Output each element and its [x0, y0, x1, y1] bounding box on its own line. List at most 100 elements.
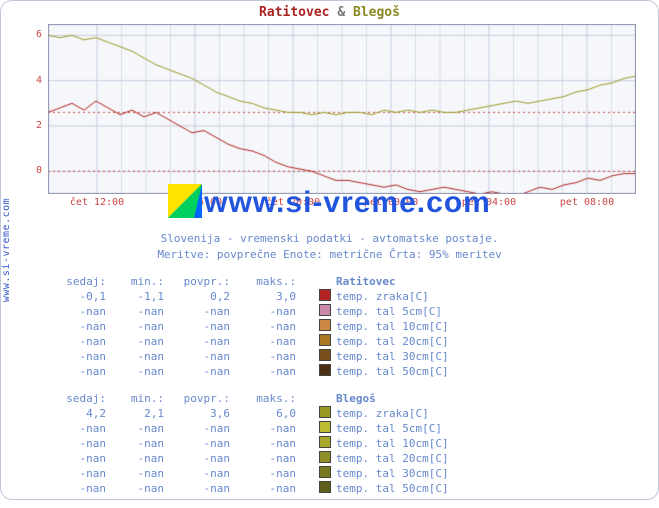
x-tick: pet 00:00	[356, 197, 426, 208]
legend-swatch	[318, 436, 332, 451]
x-tick: čet 16:00	[160, 197, 230, 208]
cell-avg: 0,2	[164, 289, 230, 304]
cell-max: -nan	[230, 421, 296, 436]
legend-swatch	[318, 334, 332, 349]
cell-min: -nan	[106, 334, 164, 349]
table-row: -nan-nan-nan-nantemp. tal 5cm[C]	[48, 304, 516, 319]
cell-now: -nan	[48, 421, 106, 436]
cell-label: temp. tal 20cm[C]	[332, 451, 516, 466]
cell-max: -nan	[230, 334, 296, 349]
col-now: sedaj:	[48, 391, 106, 406]
cell-avg: -nan	[164, 466, 230, 481]
subtitle-line-1: Slovenija - vremenski podatki - avtomats…	[0, 232, 659, 245]
cell-label: temp. tal 10cm[C]	[332, 436, 516, 451]
y-tick: 0	[22, 165, 42, 176]
cell-avg: 3,6	[164, 406, 230, 421]
cell-min: -1,1	[106, 289, 164, 304]
cell-label: temp. tal 30cm[C]	[332, 349, 516, 364]
col-avg: povpr.:	[164, 391, 230, 406]
cell-now: -nan	[48, 364, 106, 379]
y-tick: 6	[22, 29, 42, 40]
cell-min: -nan	[106, 451, 164, 466]
cell-max: -nan	[230, 481, 296, 496]
cell-label: temp. tal 20cm[C]	[332, 334, 516, 349]
legend-swatch	[318, 466, 332, 481]
stats-table: sedaj:min.:povpr.:maks.:Blegoš4,22,13,66…	[48, 391, 516, 496]
title-series-2: Blegoš	[353, 5, 400, 20]
cell-label: temp. tal 10cm[C]	[332, 319, 516, 334]
cell-avg: -nan	[164, 304, 230, 319]
legend-swatch	[318, 451, 332, 466]
table-row: -nan-nan-nan-nantemp. tal 20cm[C]	[48, 451, 516, 466]
x-tick: čet 20:00	[258, 197, 328, 208]
title-series-1: Ratitovec	[259, 5, 329, 20]
col-max: maks.:	[230, 274, 296, 289]
cell-max: -nan	[230, 319, 296, 334]
table-row: -0,1-1,10,23,0 temp. zraka[C]	[48, 289, 516, 304]
col-max: maks.:	[230, 391, 296, 406]
legend-swatch	[318, 364, 332, 379]
cell-now: -0,1	[48, 289, 106, 304]
cell-now: -nan	[48, 436, 106, 451]
cell-min: -nan	[106, 349, 164, 364]
cell-now: -nan	[48, 451, 106, 466]
cell-avg: -nan	[164, 334, 230, 349]
col-avg: povpr.:	[164, 274, 230, 289]
cell-max: -nan	[230, 451, 296, 466]
cell-min: -nan	[106, 436, 164, 451]
cell-max: 3,0	[230, 289, 296, 304]
col-now: sedaj:	[48, 274, 106, 289]
chart-canvas	[48, 24, 636, 194]
legend-swatch	[318, 481, 332, 496]
cell-max: -nan	[230, 466, 296, 481]
cell-label: temp. tal 30cm[C]	[332, 466, 516, 481]
x-tick: čet 12:00	[62, 197, 132, 208]
chart-title: Ratitovec & Blegoš	[0, 5, 659, 20]
legend-swatch	[318, 421, 332, 436]
cell-avg: -nan	[164, 349, 230, 364]
data-tables: sedaj:min.:povpr.:maks.:Ratitovec-0,1-1,…	[48, 274, 516, 508]
table-header-row: sedaj:min.:povpr.:maks.: Blegoš	[48, 391, 516, 406]
cell-now: -nan	[48, 319, 106, 334]
col-min: min.:	[106, 274, 164, 289]
cell-now: -nan	[48, 481, 106, 496]
cell-min: 2,1	[106, 406, 164, 421]
table-row: -nan-nan-nan-nantemp. tal 30cm[C]	[48, 466, 516, 481]
cell-max: 6,0	[230, 406, 296, 421]
table-row: 4,22,13,66,0temp. zraka[C]	[48, 406, 516, 421]
table-header-row: sedaj:min.:povpr.:maks.:Ratitovec	[48, 274, 516, 289]
cell-min: -nan	[106, 481, 164, 496]
y-tick: 4	[22, 75, 42, 86]
cell-min: -nan	[106, 364, 164, 379]
cell-label: temp. tal 5cm[C]	[332, 421, 516, 436]
table-row: -nan-nan-nan-nantemp. tal 50cm[C]	[48, 481, 516, 496]
cell-avg: -nan	[164, 421, 230, 436]
title-ampersand: &	[337, 5, 345, 20]
cell-avg: -nan	[164, 364, 230, 379]
stats-table: sedaj:min.:povpr.:maks.:Ratitovec-0,1-1,…	[48, 274, 516, 379]
x-tick: pet 08:00	[552, 197, 622, 208]
cell-now: -nan	[48, 466, 106, 481]
cell-max: -nan	[230, 349, 296, 364]
cell-label: temp. tal 5cm[C]	[332, 304, 516, 319]
cell-now: -nan	[48, 334, 106, 349]
table-row: -nan-nan-nan-nantemp. tal 10cm[C]	[48, 436, 516, 451]
cell-now: -nan	[48, 349, 106, 364]
cell-min: -nan	[106, 319, 164, 334]
legend-swatch	[318, 304, 332, 319]
cell-now: 4,2	[48, 406, 106, 421]
table-row: -nan-nan-nan-nantemp. tal 5cm[C]	[48, 421, 516, 436]
cell-label: temp. zraka[C]	[332, 289, 516, 304]
legend-swatch	[318, 319, 332, 334]
table-row: -nan-nan-nan-nantemp. tal 20cm[C]	[48, 334, 516, 349]
legend-swatch	[318, 406, 332, 421]
cell-avg: -nan	[164, 451, 230, 466]
cell-now: -nan	[48, 304, 106, 319]
cell-max: -nan	[230, 436, 296, 451]
col-min: min.:	[106, 391, 164, 406]
cell-min: -nan	[106, 304, 164, 319]
cell-avg: -nan	[164, 481, 230, 496]
table-title: Blegoš	[332, 391, 516, 406]
legend-swatch	[318, 289, 332, 304]
y-tick: 2	[22, 120, 42, 131]
